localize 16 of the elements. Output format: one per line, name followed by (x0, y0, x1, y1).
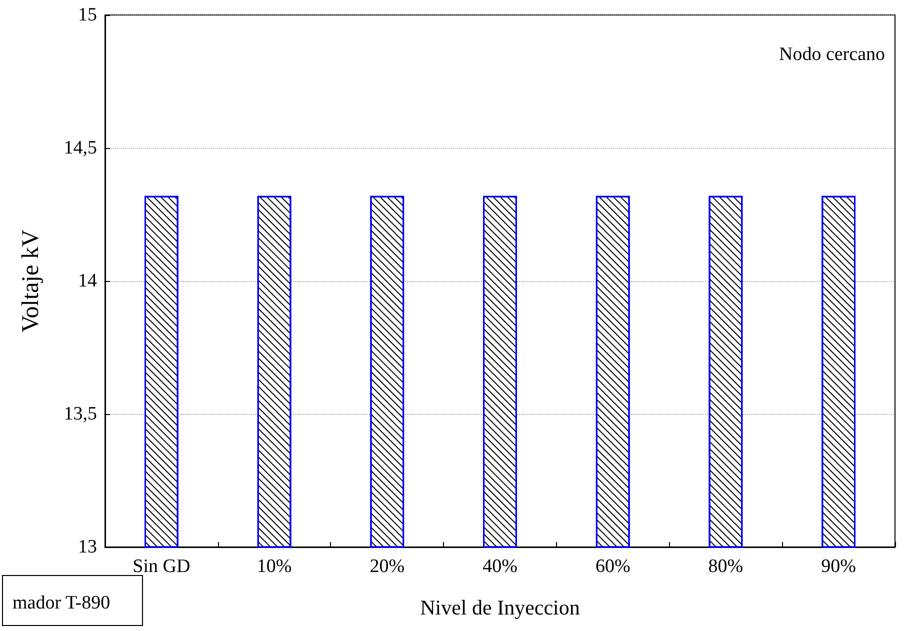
y-tick-label: 14,5 (64, 138, 97, 158)
annotation: Nodo cercano (778, 44, 885, 65)
y-axis-title: Voltaje kV (18, 228, 44, 332)
x-tick-label: 60% (595, 556, 630, 577)
y-tick-label: 14 (78, 270, 98, 292)
x-axis-title: Nivel de Inyeccion (420, 596, 580, 620)
x-tick-label: 20% (370, 556, 405, 577)
y-tick-label: 13,5 (64, 404, 97, 424)
y-tick-label: 15 (78, 4, 97, 26)
y-tick-label: 13 (78, 536, 97, 558)
x-tick-label: 90% (821, 556, 856, 577)
x-tick-label: 10% (256, 556, 292, 577)
text: mador T-890 (12, 592, 110, 614)
x-tick-label: Sin GD (132, 556, 190, 577)
x-tick-label: 80% (708, 556, 744, 577)
x-tick-label: 40% (482, 556, 518, 577)
